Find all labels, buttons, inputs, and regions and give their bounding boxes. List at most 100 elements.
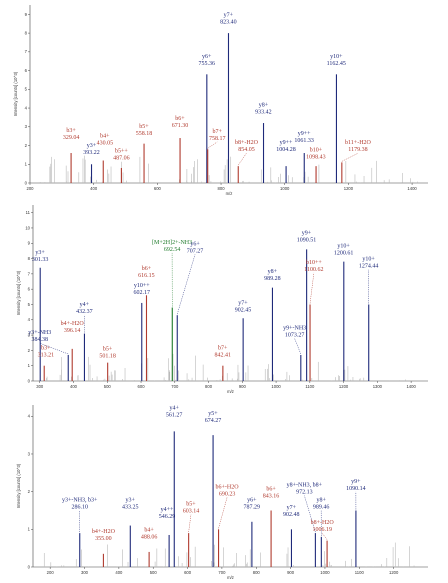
peak-ion-label: b7+ bbox=[213, 129, 223, 135]
peak-ion-label: y3+ bbox=[35, 250, 45, 256]
x-axis-label: m/z bbox=[227, 575, 234, 580]
peak-ion-label: b8+-H2O bbox=[311, 520, 335, 526]
peak-ion-label: y3+-NH3 bbox=[28, 330, 51, 336]
peak-mz-value: 301.33 bbox=[32, 257, 49, 263]
x-tick-label: 1300 bbox=[373, 384, 383, 389]
peak-ion-label: y10+ bbox=[330, 54, 343, 60]
peak-ion-label: y7+ bbox=[238, 300, 248, 306]
y-tick-label: 8 bbox=[28, 256, 31, 261]
peak-ion-label: b11+-H2O bbox=[345, 140, 371, 146]
peak-mz-value: 430.05 bbox=[97, 141, 114, 147]
x-tick-label: 600 bbox=[154, 186, 162, 191]
peak-mz-value: 707.27 bbox=[187, 248, 204, 254]
peak-ion-label: b7+ bbox=[218, 346, 228, 352]
peak-leader-line bbox=[177, 254, 196, 315]
peak-leader-line bbox=[188, 514, 192, 533]
peak-mz-value: 674.27 bbox=[205, 418, 222, 424]
peak-ion-label: y4+ bbox=[169, 405, 179, 411]
peak-ion-label: b5+ bbox=[186, 501, 196, 507]
peak-mz-value: 603.14 bbox=[183, 508, 200, 514]
y-tick-label: 9 bbox=[25, 12, 28, 17]
peak-ion-label: y8+ bbox=[316, 498, 326, 504]
y-tick-label: 8 bbox=[25, 31, 28, 36]
y-tick-label: 6 bbox=[28, 287, 31, 292]
y-axis-label: Intensity [counts] (10^3) bbox=[13, 71, 18, 116]
y-tick-label: 6 bbox=[25, 68, 28, 73]
peak-mz-value: 1073.27 bbox=[285, 333, 305, 339]
peak-mz-value: 902.48 bbox=[283, 512, 300, 518]
x-tick-label: 200 bbox=[47, 570, 55, 575]
y-tick-label: 1 bbox=[25, 162, 28, 167]
peak-ion-label: b4+-H2O bbox=[92, 529, 116, 535]
peak-mz-value: 1090.14 bbox=[346, 486, 366, 492]
peak-ion-label: b10+ bbox=[310, 148, 323, 154]
y-tick-label: 5 bbox=[25, 87, 28, 92]
peak-mz-value: 1006.19 bbox=[312, 527, 332, 533]
peak-mz-value: 396.14 bbox=[64, 328, 81, 334]
y-tick-label: 11 bbox=[26, 210, 31, 215]
peak-ion-label: b6+ bbox=[266, 486, 276, 492]
peak-ion-label: b5+ bbox=[103, 346, 113, 352]
peak-ion-label: y10+ bbox=[337, 244, 350, 250]
peak-mz-value: 1100.62 bbox=[304, 267, 323, 273]
peak-leader-line bbox=[207, 141, 218, 149]
peak-leader-line bbox=[304, 495, 316, 533]
x-tick-label: 1200 bbox=[339, 384, 349, 389]
peak-mz-value: 616.15 bbox=[138, 273, 155, 279]
y-tick-label: 7 bbox=[25, 49, 28, 54]
peak-ion-label: b10++ bbox=[306, 260, 322, 266]
peak-ion-label: b5+ bbox=[139, 124, 149, 130]
peak-ion-label: y9+ bbox=[351, 479, 361, 485]
y-tick-label: 4 bbox=[28, 414, 31, 419]
peak-mz-value: 989.28 bbox=[264, 276, 281, 282]
y-axis-label: Intensity [counts] (10^3) bbox=[16, 270, 21, 315]
x-tick-label: 300 bbox=[81, 570, 89, 575]
x-axis-label: m/z bbox=[226, 191, 233, 196]
peak-mz-value: 1200.61 bbox=[334, 251, 354, 257]
peak-mz-value: 690.23 bbox=[219, 491, 236, 497]
peak-mz-value: 989.46 bbox=[313, 505, 330, 511]
x-tick-label: 1000 bbox=[271, 384, 281, 389]
spectrum-chart-3: 200 300 400 500 600 700 800 900 1000 1100 1200 0 1 2 3… bbox=[16, 405, 428, 580]
peak-ion-label: y7+ bbox=[224, 13, 234, 19]
peak-mz-value: 487.06 bbox=[113, 156, 130, 162]
peak-mz-value: 755.36 bbox=[198, 61, 215, 67]
peak-leader-line bbox=[294, 338, 302, 355]
peak-mz-value: 561.27 bbox=[166, 412, 183, 418]
peak-ion-label: b3+ bbox=[41, 346, 51, 352]
peak-mz-value: 758.17 bbox=[209, 136, 226, 142]
peak-ion-label: y9++ bbox=[280, 140, 293, 146]
y-tick-label: 2 bbox=[25, 143, 28, 148]
peak-mz-value: 393.22 bbox=[83, 150, 100, 156]
peak-ion-label: y8+ bbox=[259, 103, 269, 109]
peak-mz-value: 692.54 bbox=[164, 247, 181, 253]
peak-ion-label: b6+-H2O bbox=[216, 484, 240, 490]
peak-mz-value: 546.29 bbox=[159, 514, 176, 520]
y-axis-label: Intensity [counts] (10^3) bbox=[16, 463, 21, 508]
peak-leader-line bbox=[341, 152, 359, 162]
x-tick-label: 400 bbox=[115, 570, 123, 575]
y-tick-label: 2 bbox=[28, 489, 31, 494]
peak-mz-value: 488.06 bbox=[141, 535, 158, 541]
peak-leader-line bbox=[238, 153, 247, 166]
spectrum-chart-1: 200 400 600 800 1000 1200 1400 0 1 2 3 4 5 6 7 8 9 m/z Int… bbox=[13, 5, 428, 196]
x-tick-label: 900 bbox=[239, 384, 247, 389]
x-tick-label: 1200 bbox=[344, 186, 354, 191]
y-tick-label: 0 bbox=[25, 180, 28, 185]
peak-ion-label: y3+ bbox=[126, 498, 136, 504]
x-tick-label: 1200 bbox=[389, 570, 399, 575]
peak-ion-label: y3+ bbox=[87, 143, 97, 149]
x-tick-label: 700 bbox=[171, 384, 179, 389]
peak-ion-label: y4++ bbox=[161, 507, 174, 513]
x-tick-label: 1400 bbox=[407, 186, 417, 191]
peak-mz-value: 1090.51 bbox=[297, 238, 317, 244]
peak-mz-value: 433.25 bbox=[122, 505, 139, 511]
x-tick-label: 200 bbox=[27, 186, 35, 191]
y-tick-label: 0 bbox=[28, 564, 31, 569]
x-tick-label: 500 bbox=[150, 570, 158, 575]
peak-mz-value: 1004.28 bbox=[276, 147, 296, 153]
peak-ion-label: b3+ bbox=[66, 128, 76, 134]
x-tick-label: 1100 bbox=[305, 384, 315, 389]
peak-ion-label: b5++ bbox=[115, 149, 128, 155]
x-tick-label: 1000 bbox=[280, 186, 290, 191]
